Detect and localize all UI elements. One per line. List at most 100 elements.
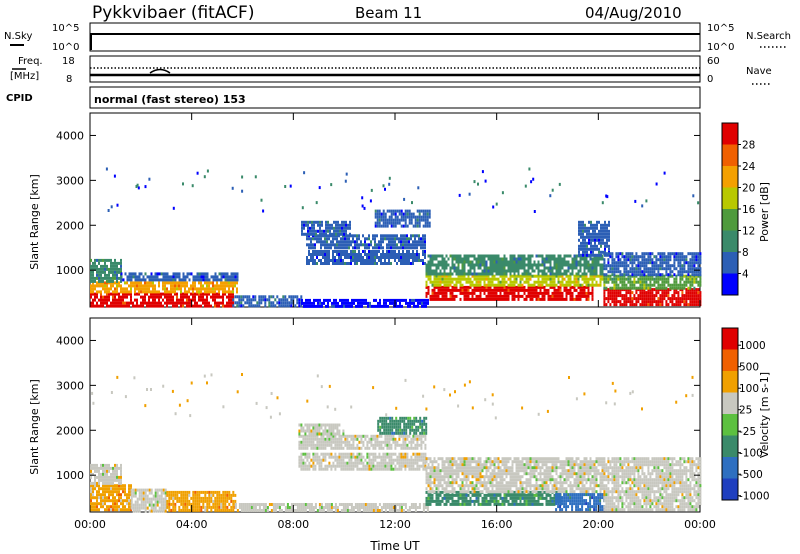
power-cell — [586, 229, 588, 233]
power-cell — [689, 261, 692, 265]
power-cell — [661, 258, 664, 262]
velocity-cell — [390, 464, 393, 468]
velocity-cell — [248, 503, 251, 506]
velocity-cell — [312, 461, 315, 465]
power-cell — [405, 298, 407, 302]
power-cell — [561, 266, 564, 270]
velocity-cell — [396, 467, 399, 471]
velocity-cell — [98, 490, 100, 494]
power-cell — [372, 253, 374, 256]
velocity-cell — [106, 490, 108, 494]
power-cell — [691, 255, 694, 259]
velocity-cell — [224, 493, 227, 497]
power-cell — [651, 273, 654, 277]
power-cell — [673, 261, 676, 265]
power-cell — [571, 297, 574, 301]
power-cell — [414, 237, 416, 241]
power-cell — [340, 240, 342, 244]
power-cell — [493, 291, 496, 295]
velocity-cell — [160, 509, 163, 513]
power-cell — [596, 244, 598, 248]
velocity-cell — [172, 505, 175, 509]
power-cell — [112, 270, 114, 274]
power-cell — [176, 301, 178, 305]
power-cell — [222, 295, 224, 299]
power-cell — [567, 254, 570, 258]
power-cell — [320, 262, 322, 265]
power-cell — [426, 218, 429, 222]
velocity-cell — [304, 509, 307, 512]
power-cell — [649, 267, 652, 271]
power-cell — [337, 226, 339, 230]
power-cell — [555, 272, 558, 276]
power-cell — [386, 234, 388, 238]
power-cell — [170, 295, 172, 299]
power-cell — [437, 285, 440, 289]
freq-unit: [MHz] — [10, 71, 39, 82]
velocity-cell — [92, 490, 94, 494]
power-cell — [595, 283, 598, 287]
power-cell — [590, 241, 592, 245]
power-cell — [286, 304, 289, 308]
power-cell — [545, 274, 548, 278]
velocity-cell — [148, 491, 151, 495]
power-cell — [527, 269, 530, 273]
power-cell — [639, 273, 642, 277]
power-cell — [479, 274, 482, 278]
velocity-cell — [162, 497, 165, 501]
power-cell — [166, 304, 168, 308]
power-cell — [232, 272, 235, 276]
power-cell — [420, 246, 422, 250]
velocity-cell — [110, 466, 112, 470]
velocity-cell — [100, 472, 102, 476]
power-cell — [120, 275, 123, 279]
power-cell — [214, 284, 216, 288]
power-cell — [98, 267, 100, 271]
velocity-cell — [320, 458, 323, 462]
power-cell — [260, 298, 263, 302]
power-cell — [120, 290, 122, 294]
power-cell — [220, 281, 222, 285]
power-cell — [116, 267, 118, 271]
power-cell — [128, 278, 131, 282]
velocity-cell — [324, 503, 327, 506]
power-cell — [305, 304, 307, 308]
power-cell — [196, 275, 199, 279]
power-cell — [441, 288, 444, 292]
velocity-cell — [336, 464, 339, 468]
power-cell — [387, 298, 389, 302]
power-cell — [673, 291, 676, 295]
velocity-cell — [108, 490, 110, 494]
power-echo — [655, 182, 658, 186]
power-cell — [96, 290, 98, 294]
power-cell — [335, 301, 337, 305]
power-cell — [94, 258, 96, 262]
power-cell — [581, 263, 584, 267]
power-cell — [537, 283, 540, 287]
power-cell — [683, 258, 686, 262]
velocity-cell — [328, 509, 331, 512]
power-cell — [300, 304, 303, 308]
power-cell — [597, 257, 600, 261]
power-cell — [455, 277, 458, 281]
power-cell — [104, 301, 106, 305]
power-cell — [583, 257, 586, 261]
power-cell — [224, 272, 227, 276]
power-cell — [100, 295, 102, 299]
power-cell — [511, 288, 514, 292]
power-cell — [593, 283, 596, 287]
velocity-region-0 — [90, 484, 132, 512]
power-cell — [578, 244, 580, 248]
power-cell — [402, 237, 404, 241]
power-cell — [598, 247, 600, 251]
power-cell — [439, 280, 442, 284]
power-cell — [416, 250, 418, 253]
power-cell — [418, 224, 421, 228]
velocity-cell — [338, 464, 341, 468]
power-cell — [669, 258, 672, 262]
power-cell — [449, 297, 452, 301]
power-cell — [349, 304, 351, 308]
velocity-cell — [94, 502, 96, 506]
power-cell — [433, 272, 436, 276]
power-cell — [150, 301, 152, 305]
